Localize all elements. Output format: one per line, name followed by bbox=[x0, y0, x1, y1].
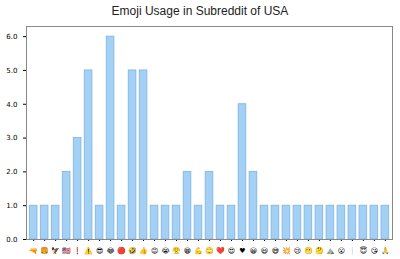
svg-text:0.0: 0.0 bbox=[6, 236, 17, 244]
svg-text:5.0: 5.0 bbox=[6, 67, 17, 75]
svg-text:😮: 😮 bbox=[338, 247, 345, 255]
svg-text:🙏: 🙏 bbox=[381, 246, 390, 255]
svg-text:😂: 😂 bbox=[106, 247, 114, 255]
svg-text:🤣: 🤣 bbox=[127, 246, 137, 255]
svg-text:1.0: 1.0 bbox=[6, 202, 17, 210]
svg-text:⛰️: ⛰️ bbox=[326, 247, 335, 255]
svg-text:🍔: 🍔 bbox=[40, 246, 49, 255]
svg-text:😘: 😘 bbox=[371, 247, 378, 255]
svg-text:🦅: 🦅 bbox=[51, 246, 60, 255]
svg-text:⚠️: ⚠️ bbox=[84, 246, 93, 255]
svg-text:💥: 💥 bbox=[282, 246, 291, 255]
svg-text:😎: 😎 bbox=[96, 247, 103, 255]
svg-text:👍: 👍 bbox=[139, 246, 148, 255]
svg-text:😢: 😢 bbox=[294, 247, 301, 255]
svg-text:6.0: 6.0 bbox=[6, 33, 17, 41]
svg-text:😍: 😍 bbox=[228, 247, 235, 255]
svg-text:🔫: 🔫 bbox=[29, 247, 38, 255]
svg-text:💪: 💪 bbox=[194, 246, 203, 255]
svg-text:❗: ❗ bbox=[73, 246, 82, 255]
svg-text:😭: 😭 bbox=[161, 247, 169, 255]
svg-text:😇: 😇 bbox=[360, 246, 367, 255]
svg-text:😃: 😃 bbox=[261, 247, 268, 255]
svg-text:😬: 😬 bbox=[304, 246, 313, 255]
svg-text:3.0: 3.0 bbox=[6, 134, 17, 142]
svg-text:🙄: 🙄 bbox=[205, 246, 214, 255]
svg-text:❤️: ❤️ bbox=[216, 246, 225, 255]
svg-text:😁: 😁 bbox=[184, 247, 191, 255]
svg-text:🔴: 🔴 bbox=[117, 246, 126, 255]
svg-text:2.0: 2.0 bbox=[6, 168, 17, 176]
svg-text:😅: 😅 bbox=[272, 247, 279, 255]
svg-text:4.0: 4.0 bbox=[6, 101, 17, 109]
svg-text:😀: 😀 bbox=[250, 247, 257, 255]
html-text:Emoji Usage in Subreddit of US: Emoji Usage in Subreddit of USA bbox=[111, 4, 289, 18]
svg-text:❕: ❕ bbox=[348, 246, 357, 255]
svg-text:🇺🇸: 🇺🇸 bbox=[62, 247, 71, 255]
svg-text:🤔: 🤔 bbox=[315, 246, 324, 255]
svg-text:😤: 😤 bbox=[172, 246, 181, 255]
svg-text:♥: ♥ bbox=[239, 247, 245, 255]
svg-text:😡: 😡 bbox=[151, 247, 158, 255]
